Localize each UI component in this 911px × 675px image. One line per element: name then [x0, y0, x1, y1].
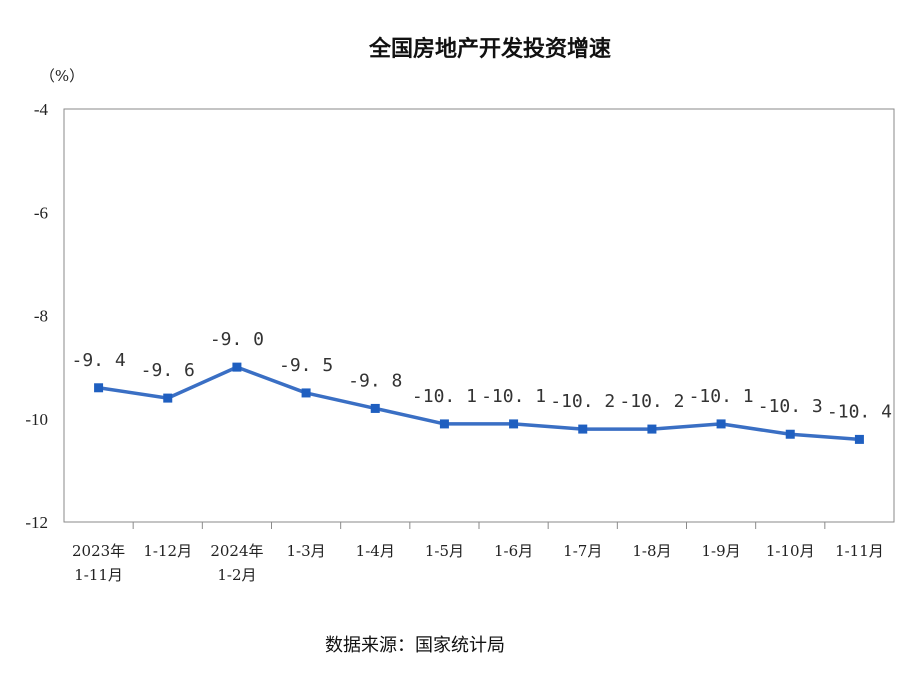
- data-labels: -9. 4 -9. 6-9. 0-9. 5-9. 8-10. 1 -10. 1 -10…: [71, 329, 891, 422]
- data-point: [163, 393, 173, 403]
- data-label: -9. 0: [210, 329, 264, 350]
- data-label: -10. 1: [481, 386, 546, 407]
- x-tick-label: 2024年: [210, 542, 263, 560]
- data-point: [232, 362, 242, 372]
- y-tick-label: -8: [34, 307, 48, 326]
- x-tick-label: 1-11月: [74, 566, 123, 584]
- data-label: -10. 1: [689, 386, 754, 407]
- x-tick-label: 1-9月: [702, 542, 741, 560]
- plot-area: [63, 108, 895, 523]
- x-tick-label: 1-7月: [563, 542, 602, 560]
- data-label: -9. 5: [279, 355, 333, 376]
- x-tick-label: 1-8月: [632, 542, 671, 560]
- data-point: [439, 419, 449, 429]
- x-tick-label: 1-6月: [494, 542, 533, 560]
- series-investment-growth: [94, 362, 864, 444]
- data-label: -9. 8: [348, 370, 402, 391]
- data-point: [785, 429, 795, 439]
- y-tick-label: -10: [25, 410, 48, 429]
- x-tick-label: 1-4月: [356, 542, 395, 560]
- chart-title: 全国房地产开发投资增速: [368, 36, 611, 62]
- x-tick-label: 2023年: [72, 542, 125, 560]
- data-point: [854, 434, 864, 444]
- x-tick-label: 1-10月: [766, 542, 815, 560]
- y-axis-unit: （%）: [40, 67, 84, 85]
- x-tick-label: 1-3月: [287, 542, 326, 560]
- x-tick-label: 1-2月: [217, 566, 256, 584]
- y-tick-label: -4: [34, 100, 49, 119]
- data-point: [301, 388, 311, 398]
- data-point: [647, 424, 657, 434]
- x-tick-label: 1-11月: [835, 542, 884, 560]
- x-tick-label: 1-12月: [143, 542, 192, 560]
- data-point: [94, 383, 104, 393]
- data-label: -10. 1: [412, 386, 477, 407]
- x-tick-label: 1-5月: [425, 542, 464, 560]
- data-label: -10. 2: [550, 391, 615, 412]
- y-tick-label: -12: [25, 513, 48, 532]
- data-point: [578, 424, 588, 434]
- series-line: [98, 365, 860, 442]
- y-tick-label: -6: [34, 203, 48, 222]
- data-label: -10. 3: [758, 396, 823, 417]
- data-point: [716, 419, 726, 429]
- data-label: -9. 4: [71, 350, 125, 371]
- source-note: 数据来源：国家统计局: [325, 635, 505, 656]
- data-label: -10. 4: [827, 401, 892, 422]
- data-point: [509, 419, 519, 429]
- data-label: -9. 6: [141, 360, 195, 381]
- y-axis: -4 -6 -8 -10 -12: [25, 100, 48, 532]
- data-point: [370, 403, 380, 413]
- data-label: -10. 2: [619, 391, 684, 412]
- x-axis: 2023年 1-11月 1-12月 2024年 1-2月 1-3月 1-4月 1-5月 1-6月…: [72, 522, 884, 584]
